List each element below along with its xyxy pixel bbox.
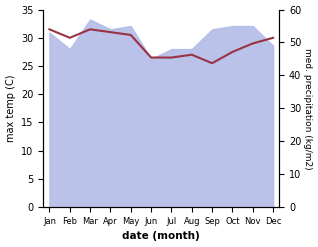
X-axis label: date (month): date (month) [122,231,200,242]
Y-axis label: med. precipitation (kg/m2): med. precipitation (kg/m2) [303,48,313,169]
Y-axis label: max temp (C): max temp (C) [5,75,16,142]
